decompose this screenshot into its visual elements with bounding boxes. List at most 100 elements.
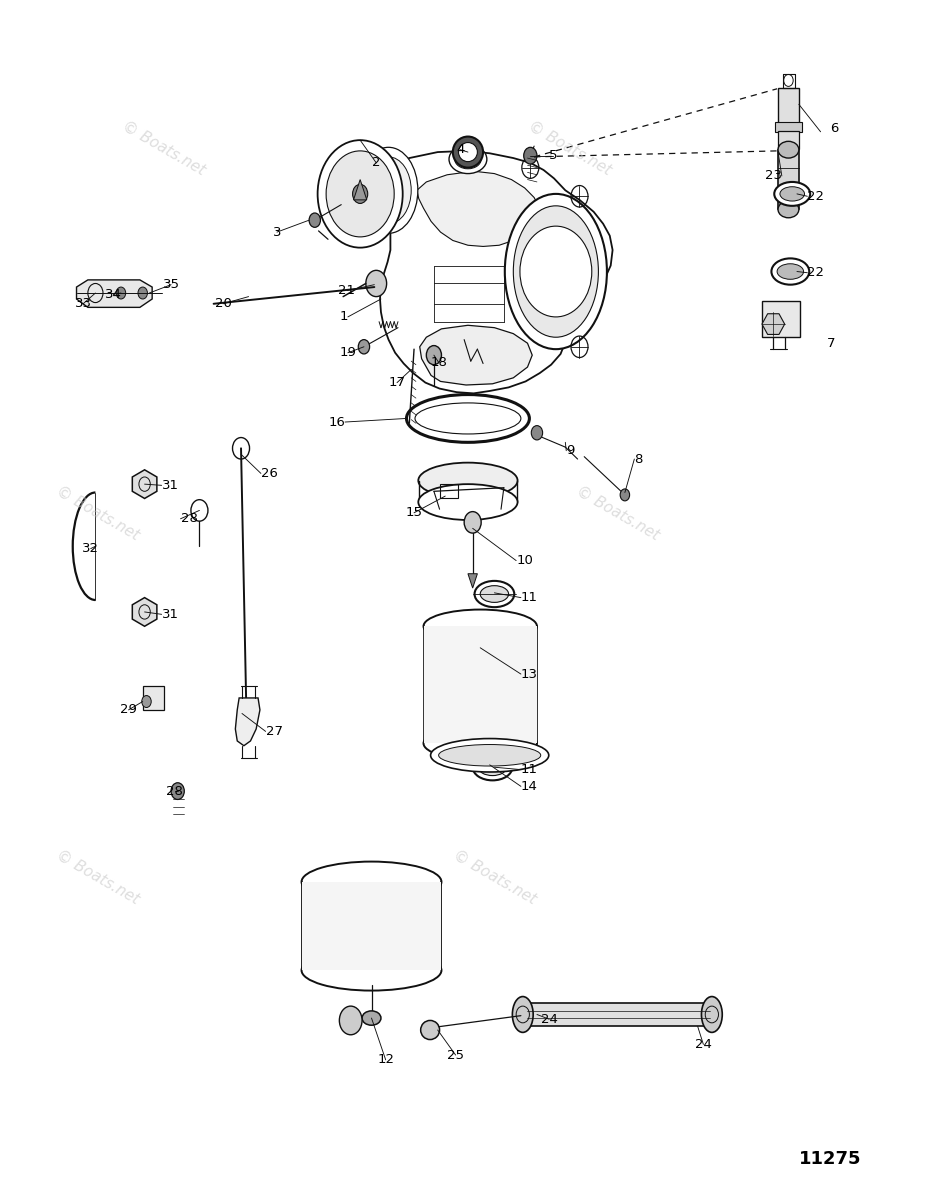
- Ellipse shape: [301, 950, 441, 990]
- Text: 17: 17: [389, 376, 405, 389]
- Ellipse shape: [774, 182, 810, 206]
- Ellipse shape: [458, 143, 477, 162]
- Circle shape: [532, 426, 543, 440]
- Text: 21: 21: [339, 284, 356, 298]
- Text: 11: 11: [521, 592, 538, 604]
- Text: 15: 15: [405, 506, 422, 520]
- Text: 12: 12: [378, 1054, 394, 1067]
- Polygon shape: [417, 172, 540, 246]
- Text: © Boats.net: © Boats.net: [526, 119, 614, 179]
- Ellipse shape: [771, 258, 809, 284]
- Text: 23: 23: [765, 169, 782, 182]
- Text: 28: 28: [181, 512, 198, 526]
- Bar: [301, 882, 441, 971]
- Polygon shape: [468, 574, 477, 588]
- Bar: [143, 686, 164, 710]
- Text: 9: 9: [566, 444, 574, 457]
- Text: 19: 19: [340, 347, 357, 359]
- Text: © Boats.net: © Boats.net: [450, 847, 538, 907]
- Bar: [778, 131, 799, 149]
- Ellipse shape: [505, 194, 607, 349]
- Polygon shape: [419, 325, 533, 385]
- Ellipse shape: [420, 1020, 439, 1039]
- Ellipse shape: [301, 862, 441, 902]
- Circle shape: [309, 214, 320, 227]
- Text: 27: 27: [265, 725, 282, 738]
- Circle shape: [464, 511, 481, 533]
- Ellipse shape: [780, 187, 805, 202]
- Ellipse shape: [475, 581, 514, 607]
- Text: 31: 31: [162, 608, 179, 620]
- Text: 4: 4: [456, 143, 464, 156]
- Text: 3: 3: [273, 226, 281, 239]
- Ellipse shape: [480, 586, 509, 602]
- Polygon shape: [235, 698, 260, 745]
- Circle shape: [138, 287, 147, 299]
- Ellipse shape: [514, 206, 598, 337]
- Ellipse shape: [777, 264, 804, 280]
- Text: 7: 7: [827, 337, 836, 349]
- Text: © Boats.net: © Boats.net: [573, 482, 662, 542]
- Text: 5: 5: [549, 149, 557, 162]
- Bar: [778, 150, 799, 210]
- Text: 6: 6: [830, 121, 839, 134]
- Text: 2: 2: [372, 156, 380, 169]
- Polygon shape: [762, 313, 785, 335]
- Circle shape: [116, 287, 126, 299]
- Polygon shape: [76, 280, 152, 307]
- Text: © Boats.net: © Boats.net: [53, 482, 142, 542]
- Text: 1: 1: [340, 311, 348, 324]
- Circle shape: [318, 140, 402, 247]
- Bar: [762, 301, 800, 337]
- Ellipse shape: [778, 142, 799, 158]
- Ellipse shape: [362, 1010, 381, 1025]
- Circle shape: [359, 340, 370, 354]
- Text: 25: 25: [447, 1049, 464, 1062]
- Text: 32: 32: [82, 542, 99, 556]
- Text: 24: 24: [541, 1013, 557, 1026]
- Text: 11: 11: [521, 763, 538, 776]
- Polygon shape: [362, 151, 612, 394]
- Bar: [423, 626, 537, 743]
- Ellipse shape: [359, 148, 417, 233]
- Polygon shape: [354, 180, 367, 200]
- Bar: [439, 484, 458, 498]
- Ellipse shape: [423, 610, 537, 643]
- Bar: [521, 1002, 715, 1026]
- Text: 16: 16: [328, 415, 345, 428]
- Circle shape: [366, 270, 387, 296]
- Circle shape: [520, 226, 592, 317]
- Text: 34: 34: [105, 288, 122, 301]
- Ellipse shape: [418, 463, 517, 498]
- Ellipse shape: [449, 145, 487, 174]
- Text: 18: 18: [430, 356, 447, 368]
- Text: 20: 20: [215, 298, 231, 311]
- Bar: [775, 122, 802, 132]
- Text: 22: 22: [807, 190, 825, 203]
- Text: 35: 35: [163, 278, 180, 292]
- Text: 14: 14: [521, 780, 537, 793]
- Ellipse shape: [366, 157, 411, 223]
- Circle shape: [524, 148, 537, 164]
- Text: 29: 29: [120, 703, 137, 716]
- Circle shape: [340, 1006, 362, 1034]
- Ellipse shape: [438, 744, 541, 766]
- Ellipse shape: [455, 150, 481, 169]
- Text: 11275: 11275: [799, 1150, 862, 1168]
- Circle shape: [171, 782, 184, 799]
- Circle shape: [142, 696, 151, 708]
- Ellipse shape: [702, 996, 722, 1032]
- Ellipse shape: [478, 758, 507, 775]
- Polygon shape: [132, 598, 157, 626]
- Text: 13: 13: [521, 667, 538, 680]
- Circle shape: [426, 346, 441, 365]
- Text: 10: 10: [516, 554, 533, 568]
- Circle shape: [326, 151, 395, 236]
- Circle shape: [353, 185, 368, 204]
- Text: 8: 8: [634, 452, 643, 466]
- Polygon shape: [132, 470, 157, 498]
- Ellipse shape: [778, 202, 799, 217]
- Ellipse shape: [513, 996, 534, 1032]
- Ellipse shape: [453, 137, 483, 168]
- Text: © Boats.net: © Boats.net: [120, 119, 207, 179]
